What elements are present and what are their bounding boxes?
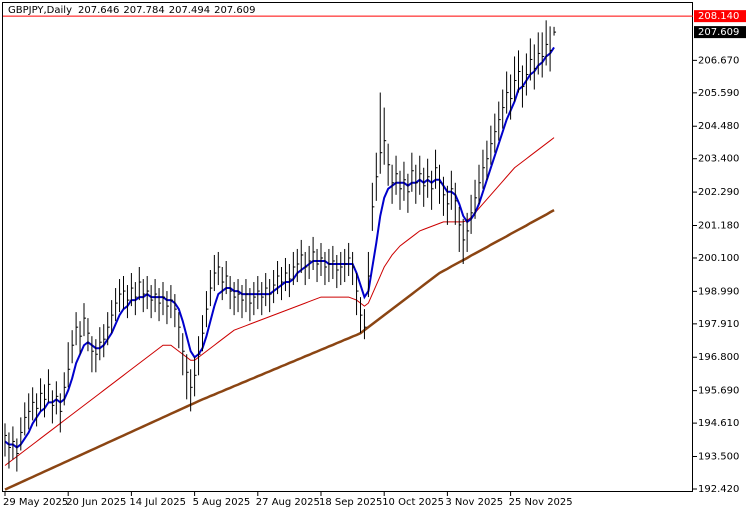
x-tick-label: 25 Nov 2025 <box>509 497 573 508</box>
y-tick-label: 198.990 <box>698 286 739 297</box>
x-tick-label: 20 Jun 2025 <box>66 497 126 508</box>
y-tick-label: 203.400 <box>698 154 739 165</box>
x-tick-label: 27 Aug 2025 <box>256 497 320 508</box>
y-tick-label: 192.420 <box>698 484 739 495</box>
y-tick-label: 200.100 <box>698 253 739 264</box>
alert-level-label: 208.140 <box>698 11 739 22</box>
quote-close: 207.609 <box>214 5 255 16</box>
quote-low: 207.494 <box>169 5 210 16</box>
x-tick-label: 29 May 2025 <box>3 497 68 508</box>
y-tick-label: 202.290 <box>698 187 739 198</box>
y-tick-label: 205.590 <box>698 88 739 99</box>
y-tick-label: 195.690 <box>698 386 739 397</box>
chart-header: GBPJPY,Daily 207.646 207.784 207.494 207.609 <box>8 5 255 16</box>
alert-level-box <box>694 10 746 23</box>
x-tick-label: 18 Sep 2025 <box>319 497 382 508</box>
y-tick-label: 204.480 <box>698 121 739 132</box>
chart-title: GBPJPY,Daily <box>8 5 72 16</box>
current-price-label: 207.609 <box>698 27 739 38</box>
x-tick-label: 3 Nov 2025 <box>445 497 503 508</box>
quote-open: 207.646 <box>78 5 119 16</box>
plot-frame <box>2 2 693 492</box>
y-tick-label: 206.670 <box>698 55 739 66</box>
x-tick-label: 14 Jul 2025 <box>129 497 186 508</box>
y-tick-label: 197.910 <box>698 319 739 330</box>
moving-average-line <box>4 209 555 491</box>
moving-average-line <box>4 137 555 466</box>
y-tick-label: 196.800 <box>698 352 739 363</box>
x-tick-label: 5 Aug 2025 <box>193 497 251 508</box>
x-tick-label: 10 Oct 2025 <box>382 497 444 508</box>
y-tick-label: 201.180 <box>698 220 739 231</box>
quote-high: 207.784 <box>123 5 164 16</box>
y-tick-label: 193.500 <box>698 452 739 463</box>
moving-average-line <box>4 46 555 449</box>
current-price-box <box>694 26 746 39</box>
y-tick-label: 194.610 <box>698 418 739 429</box>
